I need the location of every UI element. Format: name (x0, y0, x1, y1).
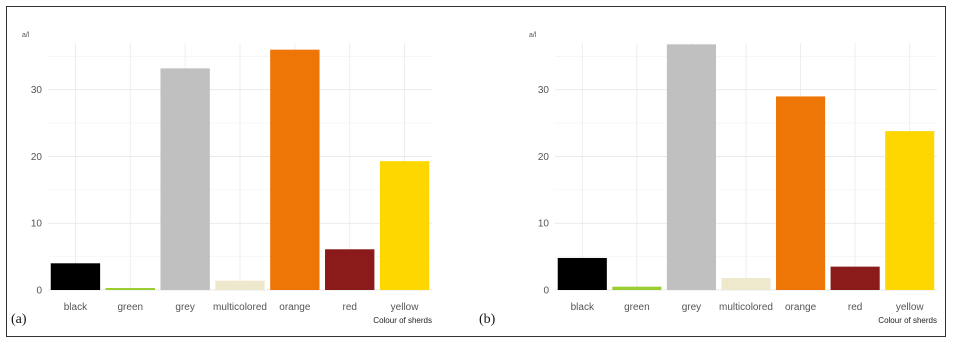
y-axis: 0 10 20 30 (538, 85, 550, 296)
y-axis: 0 10 20 30 (31, 85, 43, 296)
x-axis-label: Colour of sherds (878, 316, 937, 325)
x-tick-label-grey: grey (682, 302, 701, 313)
bar-multicolored (721, 277, 771, 290)
x-tick-label-green: green (117, 302, 143, 313)
bar-black (557, 257, 607, 290)
y-axis-label: a/l (22, 32, 30, 39)
bar-green (612, 286, 662, 290)
bar-chart-b: 0 10 20 30 a/l black green grey multicolored oran… (529, 32, 937, 325)
x-tick-label-green: green (624, 302, 650, 313)
x-tick-label-red: red (848, 302, 862, 313)
panel-label-b: (b) (479, 312, 496, 327)
bar-yellow (379, 161, 430, 290)
x-axis: black green grey multicolored orange red yello… (571, 302, 925, 313)
x-tick-label-yellow: yellow (391, 302, 420, 313)
bar-chart-a: 0 10 20 30 a/l black green grey multicolored oran… (22, 32, 432, 325)
bar-orange (776, 96, 826, 291)
bar-orange (270, 49, 320, 290)
x-axis: black green grey multicolored orange red yello… (64, 302, 419, 313)
bar-grey (666, 44, 716, 290)
y-tick-label: 10 (538, 219, 550, 230)
x-tick-label-orange: orange (785, 302, 817, 313)
bar-red (830, 266, 880, 290)
x-tick-label-multicolored: multicolored (213, 302, 267, 313)
x-tick-label-black: black (64, 302, 88, 313)
bars (557, 44, 935, 291)
y-tick-label: 10 (31, 219, 43, 230)
bar-multicolored (215, 280, 265, 290)
x-tick-label-yellow: yellow (896, 302, 925, 313)
bar-red (325, 249, 375, 290)
x-tick-label-black: black (571, 302, 595, 313)
bars (50, 49, 430, 290)
x-tick-label-red: red (342, 302, 356, 313)
grid (555, 43, 937, 291)
figure: 0 10 20 30 a/l black green grey multicolored oran… (6, 6, 946, 337)
x-axis-label: Colour of sherds (373, 316, 432, 325)
y-tick-label: 20 (538, 152, 550, 163)
x-tick-label-grey: grey (175, 302, 194, 313)
y-tick-label: 0 (36, 286, 42, 297)
bar-black (50, 263, 101, 290)
panel-label-a: (a) (11, 312, 27, 327)
x-tick-label-orange: orange (279, 302, 311, 313)
bar-grey (160, 68, 210, 290)
bar-yellow (885, 131, 935, 290)
y-tick-label: 0 (543, 286, 549, 297)
y-tick-label: 30 (538, 85, 550, 96)
x-tick-label-multicolored: multicolored (719, 302, 773, 313)
y-tick-label: 30 (31, 85, 43, 96)
chart-panel-a: 0 10 20 30 a/l black green grey multicolored oran… (7, 7, 477, 336)
y-tick-label: 20 (31, 152, 43, 163)
y-axis-label: a/l (529, 32, 537, 39)
bar-green (105, 287, 155, 290)
chart-panel-b: 0 10 20 30 a/l black green grey multicolored oran… (475, 7, 945, 336)
